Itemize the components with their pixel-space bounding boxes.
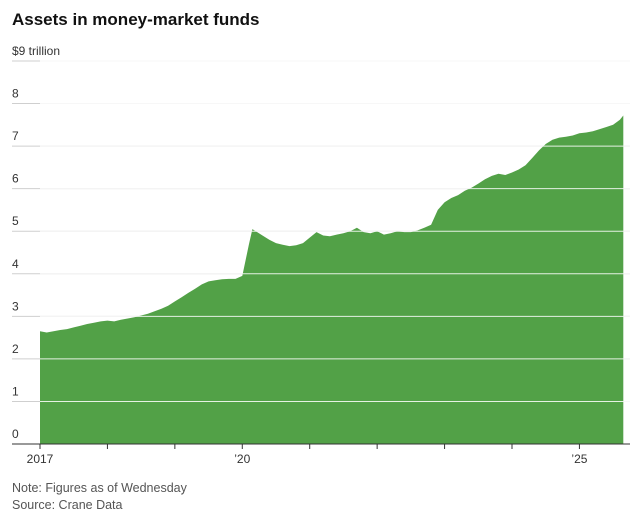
y-tick-label-9: $9 trillion bbox=[12, 44, 60, 58]
x-axis: 2017 ’20 ’25 bbox=[12, 443, 630, 466]
x-tick-label-2025: ’25 bbox=[571, 452, 587, 466]
y-axis-ticks: 0 1 2 3 4 5 6 7 8 $9 trillion bbox=[12, 44, 60, 441]
y-tick-label-6: 6 bbox=[12, 172, 19, 186]
area-series-assets bbox=[40, 115, 624, 444]
y-tick-label-8: 8 bbox=[12, 87, 19, 101]
data-area-layer bbox=[40, 60, 630, 444]
x-tick-label-2020: ’20 bbox=[234, 452, 250, 466]
y-tick-label-0: 0 bbox=[12, 427, 19, 441]
chart-title: Assets in money-market funds bbox=[12, 10, 260, 29]
chart-source: Source: Crane Data bbox=[12, 498, 123, 512]
y-tick-label-7: 7 bbox=[12, 129, 19, 143]
x-tick-label-2017: 2017 bbox=[27, 452, 54, 466]
y-tick-label-2: 2 bbox=[12, 342, 19, 356]
chart-note: Note: Figures as of Wednesday bbox=[12, 481, 187, 495]
chart-footer: Note: Figures as of Wednesday Source: Cr… bbox=[12, 480, 187, 514]
y-tick-label-4: 4 bbox=[12, 257, 19, 271]
y-tick-label-5: 5 bbox=[12, 214, 19, 228]
y-tick-label-3: 3 bbox=[12, 299, 19, 313]
y-tick-label-1: 1 bbox=[12, 384, 19, 398]
